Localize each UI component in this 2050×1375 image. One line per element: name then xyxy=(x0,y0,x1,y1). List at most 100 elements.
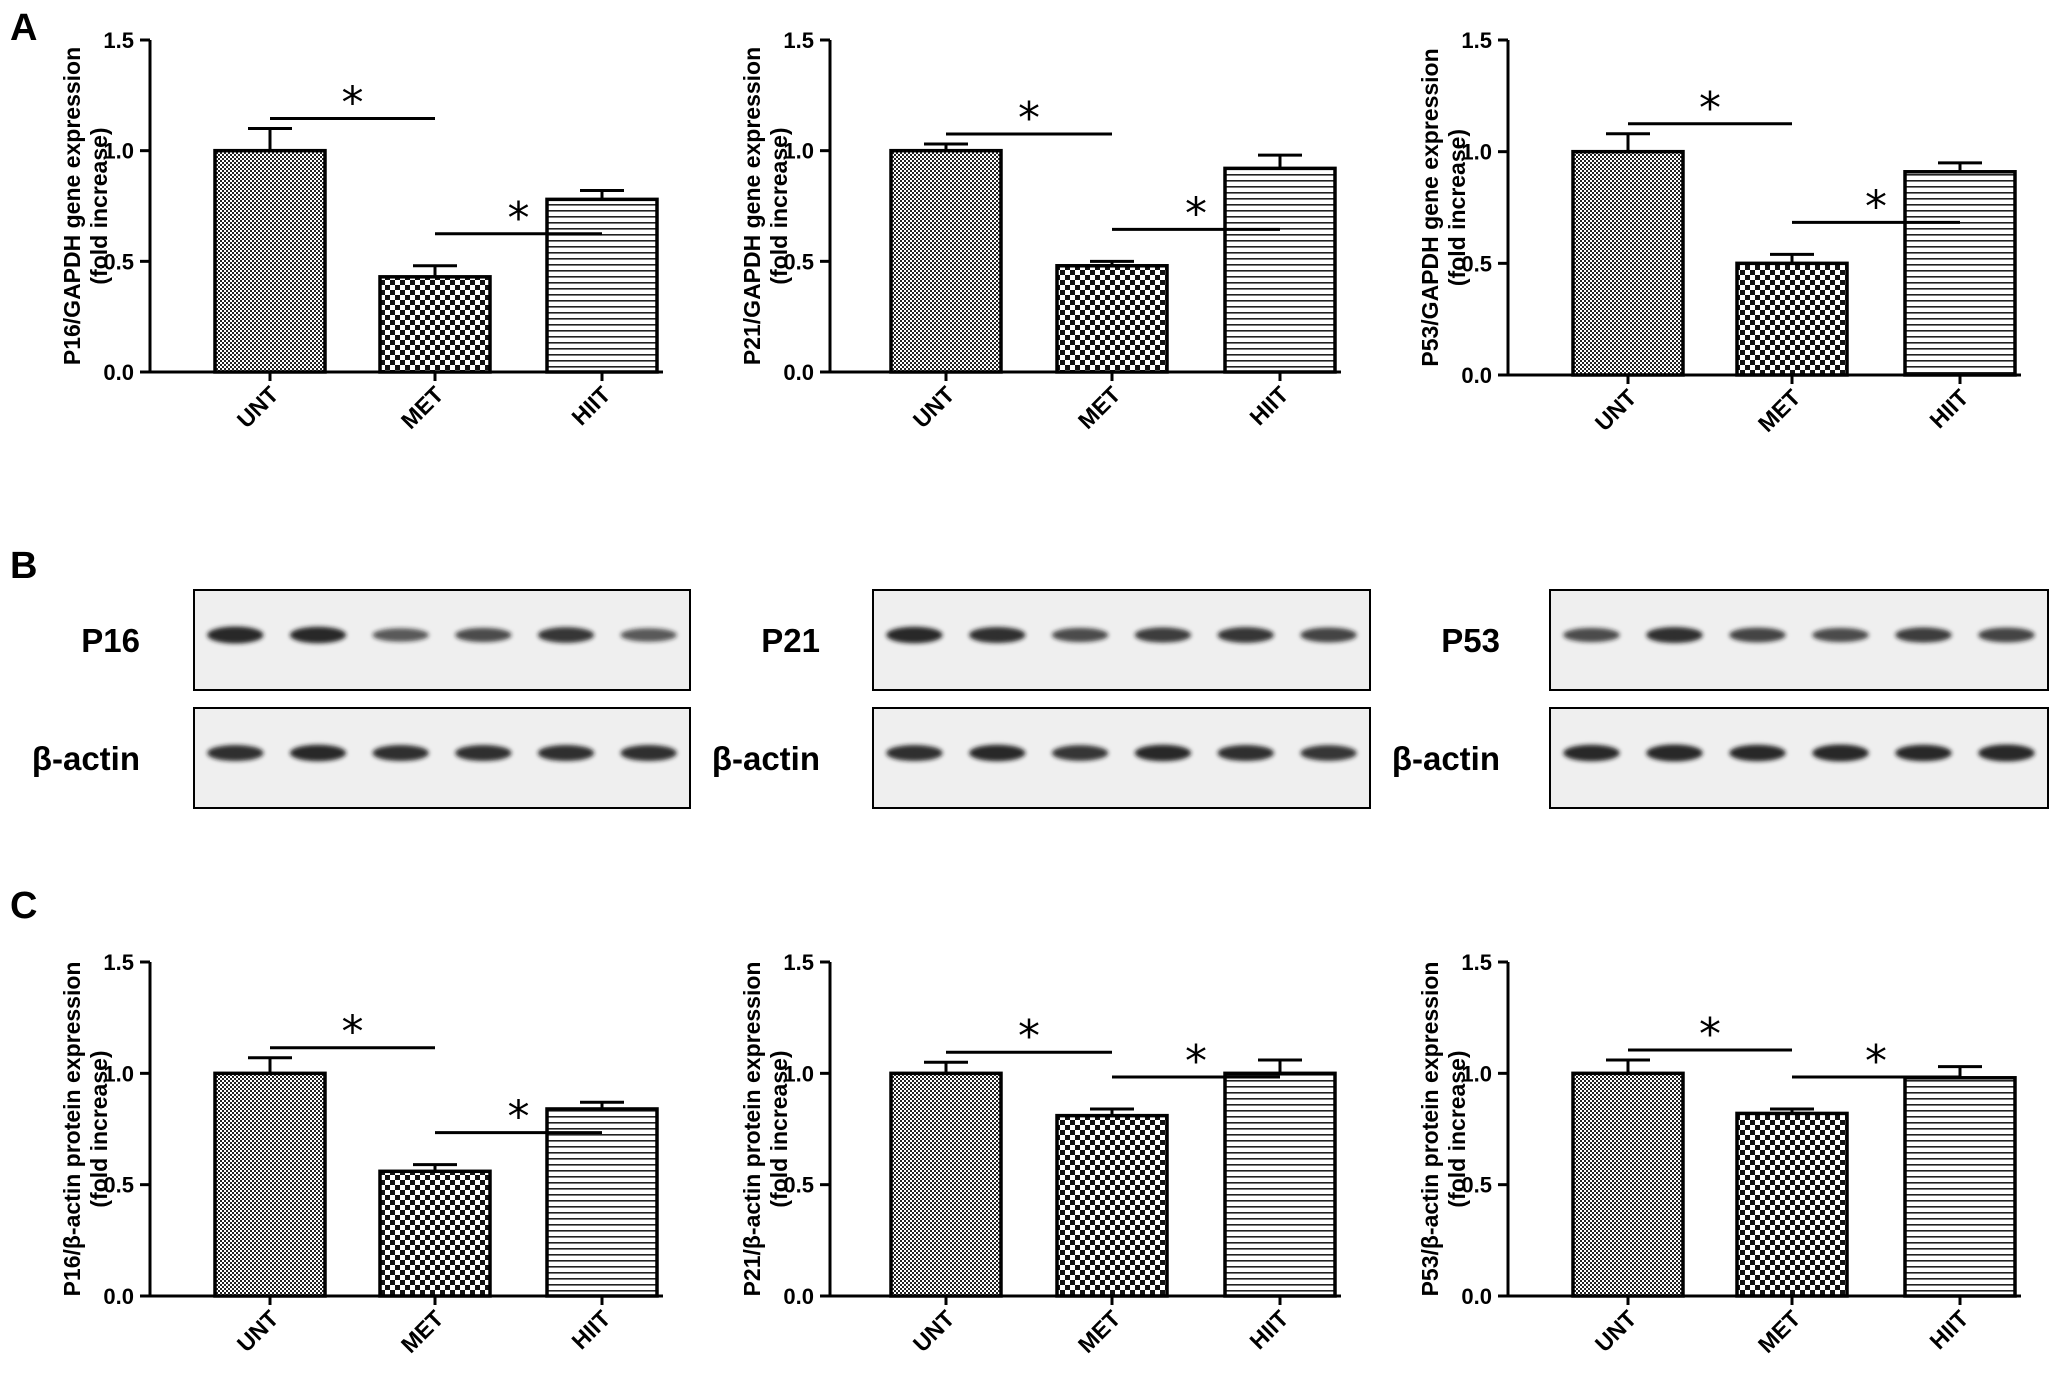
blot-p53: P53 β-actin xyxy=(1392,589,2049,809)
bar-unt xyxy=(889,1071,1003,1298)
significance-star: * xyxy=(342,78,364,129)
y-tick-label: 1.5 xyxy=(1461,28,1492,53)
blot-band xyxy=(1729,744,1786,762)
blot-band xyxy=(537,744,595,762)
y-axis-title-line: P16/β-actin protein expression xyxy=(59,962,85,1297)
significance-star: * xyxy=(1018,1011,1040,1062)
y-tick-label: 1.5 xyxy=(783,28,814,53)
blot-band xyxy=(969,626,1026,644)
blot-membrane-control xyxy=(872,707,1371,809)
bar-met xyxy=(378,275,492,374)
y-axis-title-line: P53/β-actin protein expression xyxy=(1417,962,1443,1297)
y-axis-title-line: (fold increase) xyxy=(86,1050,112,1207)
y-tick-label: 0.0 xyxy=(1461,363,1492,388)
y-axis-title: P16/GAPDH gene expression(fold increase) xyxy=(59,47,112,365)
blot-band xyxy=(289,744,347,762)
y-tick-label: 0.5 xyxy=(783,1173,814,1198)
blot-band xyxy=(455,744,512,762)
significance-star: * xyxy=(1699,1009,1721,1060)
blot-band xyxy=(969,744,1026,762)
blot-band xyxy=(289,626,347,644)
blot-membrane-control xyxy=(193,707,691,809)
y-axis-title-line: (fold increase) xyxy=(766,127,792,284)
blot-band xyxy=(1300,745,1357,761)
y-axis-title-line: P21/GAPDH gene expression xyxy=(739,47,765,365)
blot-band xyxy=(207,626,264,644)
y-tick-label: 0.0 xyxy=(1461,1284,1492,1309)
y-tick-label: 0.5 xyxy=(103,249,134,274)
blot-label-target: P21 xyxy=(761,622,820,659)
blot-band xyxy=(372,744,429,762)
panel-label-c: C xyxy=(10,885,37,927)
y-tick-label: 0.5 xyxy=(103,1173,134,1198)
blot-band xyxy=(1563,627,1620,643)
y-tick-label: 0.5 xyxy=(1461,1173,1492,1198)
blot-band xyxy=(1978,744,2035,762)
x-tick-label: UNT xyxy=(1590,384,1642,436)
bar-met xyxy=(1055,1113,1169,1298)
blot-band xyxy=(886,744,943,762)
significance-star: * xyxy=(1185,188,1207,239)
blot-label-control: β-actin xyxy=(712,740,820,777)
panel-label-b: B xyxy=(10,545,37,587)
blot-band xyxy=(1217,627,1274,643)
y-axis-title-line: (fold increase) xyxy=(766,1050,792,1207)
blot-band xyxy=(1134,744,1192,762)
y-tick-label: 1.0 xyxy=(1461,1061,1492,1086)
x-tick-label: HIIT xyxy=(1924,1305,1973,1354)
x-tick-label: HIIT xyxy=(1244,1305,1293,1354)
y-tick-label: 0.0 xyxy=(783,360,814,385)
blot-membrane-target xyxy=(1549,589,2049,691)
blot-band xyxy=(1217,744,1274,762)
blot-band xyxy=(1646,744,1703,762)
y-axis-title-line: P53/GAPDH gene expression xyxy=(1417,48,1443,366)
blot-band xyxy=(207,744,264,762)
bar-met xyxy=(1735,1111,1849,1298)
blot-band xyxy=(620,628,677,642)
y-axis-title-line: (fold increase) xyxy=(86,127,112,284)
y-axis-title-line: P16/GAPDH gene expression xyxy=(59,47,85,365)
blot-band xyxy=(1812,744,1869,762)
significance-star: * xyxy=(342,1007,364,1058)
significance-star: * xyxy=(1865,1036,1887,1087)
blot-label-control: β-actin xyxy=(32,740,140,777)
bar-hiit xyxy=(545,197,659,374)
panel-label-a: A xyxy=(10,7,37,49)
blot-band xyxy=(537,627,595,643)
x-tick-label: HIIT xyxy=(1924,384,1973,433)
x-tick-label: UNT xyxy=(908,1305,960,1357)
y-axis-title: P53/β-actin protein expression(fold incr… xyxy=(1417,962,1470,1297)
x-tick-label: UNT xyxy=(1590,1305,1642,1357)
y-tick-label: 0.0 xyxy=(783,1284,814,1309)
blot-label-target: P53 xyxy=(1441,622,1500,659)
blot-p21: P21 β-actin xyxy=(712,589,1371,809)
blot-band xyxy=(1563,744,1620,762)
bar-hiit xyxy=(1903,1076,2017,1298)
blot-membrane-target xyxy=(872,589,1371,691)
x-tick-label: MET xyxy=(396,381,449,434)
blot-band xyxy=(1646,626,1703,644)
x-tick-label: MET xyxy=(396,1305,449,1358)
y-axis-title: P53/GAPDH gene expression(fold increase) xyxy=(1417,48,1470,366)
bar-hiit xyxy=(1223,1071,1337,1298)
bar-unt xyxy=(889,148,1003,374)
y-axis-title-line: (fold increase) xyxy=(1444,1050,1470,1207)
y-axis-title: P21/GAPDH gene expression(fold increase) xyxy=(739,47,792,365)
y-axis-title-line: P21/β-actin protein expression xyxy=(739,962,765,1297)
y-axis-title-line: (fold increase) xyxy=(1444,129,1470,286)
bar-met xyxy=(1055,264,1169,374)
blot-band xyxy=(1812,627,1869,643)
y-tick-label: 1.5 xyxy=(103,950,134,975)
bar-unt xyxy=(213,1071,327,1298)
y-tick-label: 1.5 xyxy=(103,28,134,53)
blot-band xyxy=(1978,627,2035,643)
blot-membrane-target xyxy=(193,589,691,691)
y-axis-title: P21/β-actin protein expression(fold incr… xyxy=(739,962,792,1297)
y-tick-label: 1.5 xyxy=(783,950,814,975)
x-tick-label: MET xyxy=(1753,1305,1806,1358)
blot-band xyxy=(886,626,943,644)
y-tick-label: 1.5 xyxy=(1461,950,1492,975)
